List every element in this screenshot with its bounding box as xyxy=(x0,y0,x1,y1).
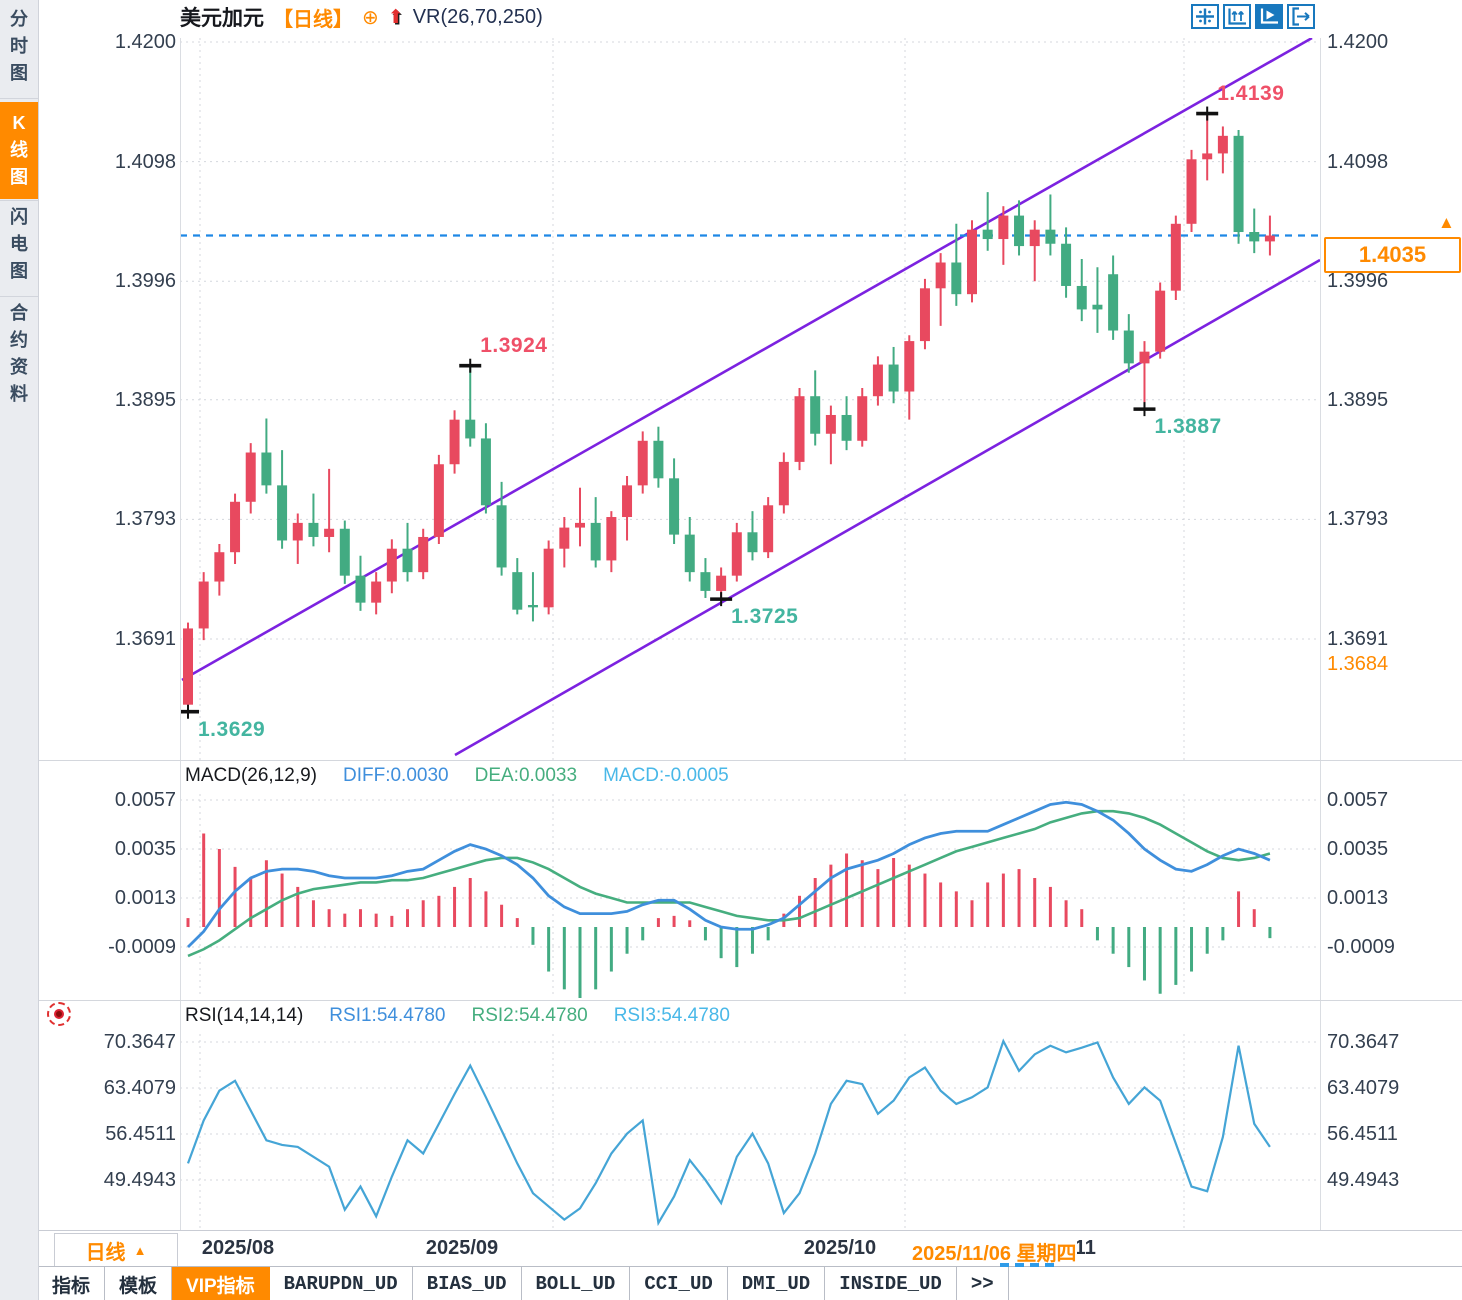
candle-macd-separator xyxy=(38,760,1462,761)
period-dropdown-button[interactable]: 日线 ▲ xyxy=(54,1233,178,1267)
bottom-tab-vip-indicators[interactable]: VIP指标 xyxy=(172,1267,270,1300)
axis-month-label: 2025/10 xyxy=(803,1237,877,1259)
price-marker-arrow-icon: ▲ xyxy=(1438,213,1455,232)
bottom-tab-boll[interactable]: BOLL_UD xyxy=(522,1267,631,1300)
price-annotation: 1.3725 xyxy=(731,605,799,629)
sidebar-divider xyxy=(0,98,38,99)
bottom-tab-cci[interactable]: CCI_UD xyxy=(630,1267,728,1300)
indicator-tab-bar: 指标 模板 VIP指标 BARUPDN_UD BIAS_UD BOLL_UD CCI_UD D… xyxy=(38,1266,1462,1300)
bottom-tab-indicators[interactable]: 指标 xyxy=(38,1267,106,1300)
axis-price-label: 0.0013 xyxy=(1327,887,1389,910)
rsi1-value: RSI1:54.4780 xyxy=(329,1005,446,1026)
auto-scale-icon[interactable] xyxy=(1255,4,1283,29)
rsi2-value: RSI2:54.4780 xyxy=(471,1005,588,1026)
plot-right-border xyxy=(1320,38,1321,1230)
sidebar-divider xyxy=(0,200,38,201)
bottom-tab-barupdn[interactable]: BARUPDN_UD xyxy=(270,1267,413,1300)
axis-price-label: 1.4200 xyxy=(114,31,176,53)
crosshair-icon[interactable] xyxy=(1191,4,1219,29)
rsi-header: RSI(14,14,14) RSI1:54.4780 RSI2:54.4780 … xyxy=(185,1005,730,1027)
rsi-chart[interactable] xyxy=(180,1034,1320,1230)
bottom-tab-templates[interactable]: 模板 xyxy=(105,1267,173,1300)
axis-scale-icon[interactable] xyxy=(1223,4,1251,29)
price-annotation: 1.3887 xyxy=(1154,415,1222,439)
sidebar-item-lightning-chart[interactable]: 闪电图 xyxy=(10,207,28,281)
axis-price-label: 1.3895 xyxy=(114,388,176,411)
candlestick-chart[interactable] xyxy=(180,38,1320,760)
sidebar-divider xyxy=(0,296,38,297)
axis-price-label: 49.4943 xyxy=(1327,1168,1400,1191)
chart-toolbar xyxy=(1191,4,1315,29)
low-price-label: 1.3684 xyxy=(1327,653,1389,675)
time-axis-row: 日线 ▲ 5/11 2025/11/06 星期四 2025/08 2025/09 2… xyxy=(38,1230,1462,1267)
axis-price-label: 70.3647 xyxy=(103,1031,176,1053)
axis-price-label: 1.3793 xyxy=(1327,508,1389,531)
axis-price-label: 63.4079 xyxy=(103,1076,176,1099)
macd-title: MACD(26,12,9) xyxy=(185,765,317,786)
axis-price-label: -0.0009 xyxy=(1327,936,1395,959)
rsi-title: RSI(14,14,14) xyxy=(185,1005,304,1026)
macd-chart[interactable] xyxy=(180,794,1320,998)
axis-price-label: 0.0013 xyxy=(114,887,176,910)
macd-rsi-separator xyxy=(38,1000,1462,1001)
macd-macd-value: MACD:-0.0005 xyxy=(603,765,729,786)
period-tag: 【日线】 xyxy=(273,8,353,31)
vr-indicator-label: VR(26,70,250) xyxy=(412,5,543,28)
bottom-tab-more[interactable]: >> xyxy=(957,1267,1009,1300)
axis-price-label: 1.3996 xyxy=(1327,270,1389,293)
axis-price-label: 0.0035 xyxy=(1327,838,1389,861)
axis-price-label: 63.4079 xyxy=(1327,1076,1400,1099)
bottom-tab-dmi[interactable]: DMI_UD xyxy=(728,1267,826,1300)
chart-header: 美元加元 【日线】 ⊕ ⬆ VR(26,70,250) xyxy=(180,2,543,32)
axis-price-label: 1.3793 xyxy=(114,508,176,531)
price-annotation: 1.3629 xyxy=(198,717,266,741)
drag-handle-dashes[interactable] xyxy=(1000,1263,1054,1267)
sidebar-item-minute-chart[interactable]: 分时图 xyxy=(10,9,28,83)
axis-price-label: 1.3996 xyxy=(114,270,176,293)
macd-header: MACD(26,12,9) DIFF:0.0030 DEA:0.0033 MAC… xyxy=(185,765,729,787)
axis-price-label: 0.0057 xyxy=(1327,789,1389,812)
macd-dea-value: DEA:0.0033 xyxy=(474,765,578,786)
macd-diff-value: DIFF:0.0030 xyxy=(343,765,449,786)
axis-price-label: 56.4511 xyxy=(105,1122,176,1145)
axis-price-label: 56.4511 xyxy=(1327,1122,1398,1145)
axis-price-label: 1.4098 xyxy=(114,150,176,173)
price-annotation: 1.3924 xyxy=(480,333,548,357)
red-sun-icon[interactable] xyxy=(47,1002,71,1026)
plot-left-border xyxy=(180,38,181,1230)
axis-price-label: 1.3691 xyxy=(114,628,176,650)
last-price-box: 1.4035 xyxy=(1324,237,1461,273)
up-arrow-icon: ⬆ xyxy=(387,6,404,28)
axis-price-label: 0.0057 xyxy=(114,789,176,812)
axis-price-label: -0.0009 xyxy=(108,936,176,959)
sidebar-item-contract-info[interactable]: 合约资料 xyxy=(10,303,28,404)
symbol-title: 美元加元 xyxy=(180,7,264,30)
axis-price-label: 70.3647 xyxy=(1327,1031,1400,1053)
rsi3-value: RSI3:54.4780 xyxy=(613,1005,730,1026)
axis-price-label: 1.3895 xyxy=(1327,388,1389,411)
pan-right-icon[interactable] xyxy=(1287,4,1315,29)
bottom-tab-inside[interactable]: INSIDE_UD xyxy=(825,1267,957,1300)
bottom-tab-bias[interactable]: BIAS_UD xyxy=(413,1267,522,1300)
period-dropdown-label: 日线 xyxy=(85,1241,126,1264)
price-annotation: 1.4139 xyxy=(1217,81,1285,105)
axis-price-label: 0.0035 xyxy=(114,838,176,861)
axis-price-label: 1.4098 xyxy=(1327,150,1389,173)
add-compare-icon[interactable]: ⊕ xyxy=(362,6,379,29)
dropdown-arrow-icon: ▲ xyxy=(133,1242,147,1258)
axis-month-label: 2025/09 xyxy=(425,1237,499,1259)
axis-price-label: 1.3691 xyxy=(1327,628,1389,650)
crosshair-date-label: 2025/11/06 星期四 xyxy=(912,1237,1077,1266)
axis-price-label: 49.4943 xyxy=(103,1168,176,1191)
axis-month-label: 2025/08 xyxy=(201,1237,275,1259)
axis-price-label: 1.4200 xyxy=(1327,31,1389,53)
